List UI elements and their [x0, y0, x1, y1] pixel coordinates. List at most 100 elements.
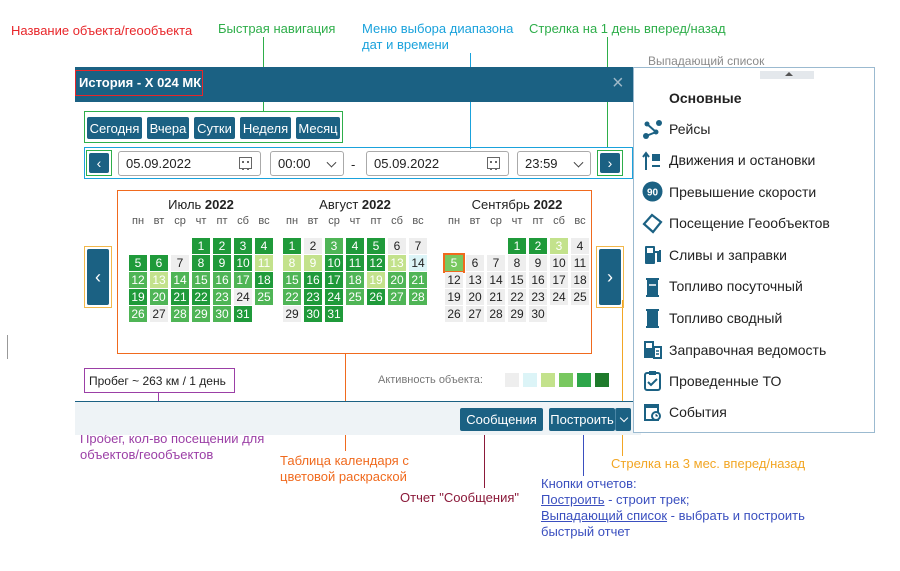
- calendar-day[interactable]: 9: [213, 255, 231, 271]
- calendar-day[interactable]: 15: [508, 272, 526, 288]
- calendar-day[interactable]: 25: [255, 289, 273, 305]
- calendar-day[interactable]: 22: [508, 289, 526, 305]
- dropdown-item-fuel-summary[interactable]: Топливо сводный: [669, 310, 783, 326]
- calendar-day[interactable]: 7: [409, 238, 427, 254]
- calendar-day[interactable]: 21: [409, 272, 427, 288]
- build-button[interactable]: Построить: [549, 408, 615, 431]
- to-time-select[interactable]: 23:59: [517, 151, 591, 176]
- calendar-day[interactable]: 7: [171, 255, 189, 271]
- calendar-day[interactable]: 5: [367, 238, 385, 254]
- calendar-day[interactable]: 23: [213, 289, 231, 305]
- calendar-day[interactable]: 28: [409, 289, 427, 305]
- calendar-day[interactable]: 15: [192, 272, 210, 288]
- calendar-day[interactable]: 30: [304, 306, 322, 322]
- calendar-day[interactable]: 12: [367, 255, 385, 271]
- quick-nav-day[interactable]: Сутки: [194, 117, 235, 139]
- calendar-day[interactable]: 27: [466, 306, 484, 322]
- calendar-day[interactable]: 13: [150, 272, 168, 288]
- calendar-day[interactable]: 9: [529, 255, 547, 271]
- calendar-day[interactable]: 13: [466, 272, 484, 288]
- calendar-day[interactable]: 19: [367, 272, 385, 288]
- quick-nav-yesterday[interactable]: Вчера: [147, 117, 189, 139]
- calendar-day[interactable]: 14: [487, 272, 505, 288]
- from-date-input[interactable]: 05.09.2022: [118, 151, 261, 176]
- dropdown-item-movements[interactable]: Движения и остановки: [669, 152, 816, 168]
- calendar-day[interactable]: 15: [283, 272, 301, 288]
- calendar-day[interactable]: 29: [508, 306, 526, 322]
- calendar-day[interactable]: 2: [213, 238, 231, 254]
- calendar-day[interactable]: 25: [571, 289, 589, 305]
- dropdown-item-trips[interactable]: Рейсы: [669, 121, 711, 137]
- calendar-day[interactable]: 26: [445, 306, 463, 322]
- calendar-day[interactable]: 11: [346, 255, 364, 271]
- calendar-day[interactable]: 20: [150, 289, 168, 305]
- calendar-day[interactable]: 10: [234, 255, 252, 271]
- calendar-day[interactable]: 7: [487, 255, 505, 271]
- prev-3months-button[interactable]: ‹: [87, 249, 109, 305]
- calendar-day[interactable]: 3: [234, 238, 252, 254]
- calendar-day[interactable]: 17: [325, 272, 343, 288]
- calendar-day[interactable]: 25: [346, 289, 364, 305]
- calendar-day[interactable]: 20: [466, 289, 484, 305]
- calendar-day[interactable]: 28: [171, 306, 189, 322]
- next-3months-button[interactable]: ›: [599, 249, 621, 305]
- calendar-day[interactable]: 21: [487, 289, 505, 305]
- calendar-day[interactable]: 1: [192, 238, 210, 254]
- calendar-day[interactable]: 24: [550, 289, 568, 305]
- calendar-day[interactable]: 31: [234, 306, 252, 322]
- close-icon[interactable]: ×: [612, 72, 624, 94]
- build-dropdown-toggle[interactable]: [615, 408, 631, 431]
- calendar-day[interactable]: 4: [571, 238, 589, 254]
- messages-button[interactable]: Сообщения: [460, 408, 543, 431]
- calendar-day[interactable]: 16: [213, 272, 231, 288]
- quick-nav-month[interactable]: Месяц: [296, 117, 340, 139]
- calendar-day[interactable]: 6: [388, 238, 406, 254]
- calendar-day[interactable]: 10: [550, 255, 568, 271]
- calendar-day[interactable]: 28: [487, 306, 505, 322]
- dropdown-item-fuel-daily[interactable]: Топливо посуточный: [669, 278, 803, 294]
- calendar-day[interactable]: 5: [129, 255, 147, 271]
- calendar-day[interactable]: 17: [234, 272, 252, 288]
- calendar-icon[interactable]: [487, 157, 500, 170]
- calendar-day[interactable]: 30: [213, 306, 231, 322]
- calendar-day[interactable]: 8: [192, 255, 210, 271]
- calendar-day[interactable]: 9: [304, 255, 322, 271]
- calendar-day[interactable]: 12: [129, 272, 147, 288]
- calendar-day[interactable]: 2: [304, 238, 322, 254]
- next-day-button[interactable]: ›: [600, 153, 620, 173]
- dropdown-item-refuel-sheet[interactable]: Заправочная ведомость: [669, 342, 827, 358]
- calendar-day[interactable]: 13: [388, 255, 406, 271]
- calendar-day[interactable]: 4: [255, 238, 273, 254]
- calendar-day[interactable]: 24: [234, 289, 252, 305]
- calendar-day[interactable]: 16: [304, 272, 322, 288]
- calendar-day[interactable]: 11: [571, 255, 589, 271]
- calendar-day[interactable]: 23: [529, 289, 547, 305]
- calendar-day[interactable]: 6: [150, 255, 168, 271]
- calendar-day[interactable]: 11: [255, 255, 273, 271]
- calendar-day[interactable]: 20: [388, 272, 406, 288]
- calendar-day[interactable]: 27: [388, 289, 406, 305]
- calendar-day[interactable]: 26: [367, 289, 385, 305]
- calendar-day[interactable]: 16: [529, 272, 547, 288]
- dropdown-item-geozones[interactable]: Посещение Геообъектов: [669, 215, 830, 231]
- calendar-day[interactable]: 8: [508, 255, 526, 271]
- calendar-day[interactable]: 27: [150, 306, 168, 322]
- calendar-day[interactable]: 2: [529, 238, 547, 254]
- calendar-day[interactable]: 3: [550, 238, 568, 254]
- calendar-day[interactable]: 18: [571, 272, 589, 288]
- dropdown-item-fuel-drains[interactable]: Сливы и заправки: [669, 247, 787, 263]
- calendar-icon[interactable]: [239, 157, 252, 170]
- calendar-day[interactable]: 17: [550, 272, 568, 288]
- calendar-day[interactable]: 19: [445, 289, 463, 305]
- from-time-select[interactable]: 00:00: [270, 151, 344, 176]
- prev-day-button[interactable]: ‹: [89, 153, 109, 173]
- calendar-day[interactable]: 29: [192, 306, 210, 322]
- calendar-day[interactable]: 18: [255, 272, 273, 288]
- calendar-day[interactable]: 22: [283, 289, 301, 305]
- calendar-day[interactable]: 30: [529, 306, 547, 322]
- quick-nav-week[interactable]: Неделя: [240, 117, 291, 139]
- calendar-day[interactable]: 23: [304, 289, 322, 305]
- dropdown-item-maintenance[interactable]: Проведенные ТО: [669, 373, 782, 389]
- calendar-day[interactable]: 19: [129, 289, 147, 305]
- calendar-day[interactable]: 29: [283, 306, 301, 322]
